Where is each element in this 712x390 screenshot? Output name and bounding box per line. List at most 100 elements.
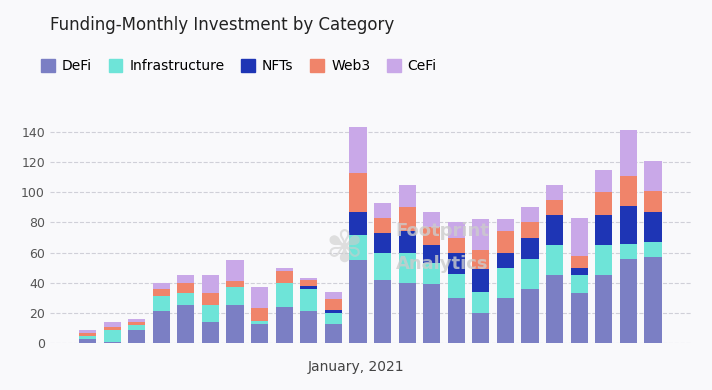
Bar [570, 268, 588, 275]
Bar [103, 342, 121, 343]
Bar [226, 281, 244, 287]
Bar [128, 325, 145, 330]
Bar [350, 260, 367, 343]
Bar [497, 253, 514, 268]
Bar [472, 313, 489, 343]
Bar [251, 287, 268, 308]
Bar [595, 215, 612, 245]
Legend: DeFi, Infrastructure, NFTs, Web3, CeFi: DeFi, Infrastructure, NFTs, Web3, CeFi [36, 54, 442, 79]
Bar [546, 215, 563, 245]
Bar [103, 326, 121, 330]
Bar [374, 233, 391, 253]
Bar [202, 305, 219, 322]
Bar [177, 283, 194, 293]
Bar [325, 313, 342, 324]
Bar [399, 283, 416, 343]
Bar [152, 289, 170, 296]
Bar [251, 324, 268, 343]
Bar [399, 207, 416, 232]
Bar [546, 275, 563, 343]
Bar [399, 185, 416, 207]
Bar [521, 238, 538, 259]
Text: Analytics: Analytics [396, 255, 488, 273]
Bar [276, 283, 293, 307]
Bar [350, 234, 367, 260]
Bar [521, 289, 538, 343]
Bar [497, 298, 514, 343]
Bar [300, 280, 318, 286]
Bar [374, 280, 391, 343]
Bar [497, 268, 514, 298]
Bar [226, 305, 244, 343]
Bar [472, 250, 489, 269]
Bar [423, 263, 440, 284]
Bar [546, 245, 563, 275]
Bar [497, 220, 514, 232]
Bar [374, 218, 391, 233]
Bar [570, 255, 588, 268]
Bar [79, 336, 96, 339]
Bar [399, 253, 416, 283]
Bar [276, 268, 293, 271]
Bar [619, 130, 637, 176]
Bar [619, 244, 637, 259]
Bar [570, 275, 588, 293]
Bar [202, 293, 219, 305]
Bar [202, 275, 219, 293]
Bar [300, 278, 318, 280]
Bar [644, 257, 661, 343]
Bar [152, 283, 170, 289]
Bar [619, 206, 637, 244]
Bar [79, 330, 96, 333]
Bar [79, 339, 96, 343]
Bar [202, 322, 219, 343]
Bar [644, 212, 661, 242]
Bar [79, 333, 96, 336]
Bar [595, 245, 612, 275]
Bar [350, 212, 367, 234]
Bar [521, 222, 538, 238]
Bar [619, 176, 637, 206]
Bar [152, 296, 170, 312]
Bar [644, 242, 661, 257]
Text: Footprint: Footprint [396, 222, 490, 240]
Bar [128, 319, 145, 322]
Bar [595, 275, 612, 343]
Bar [177, 305, 194, 343]
Bar [128, 330, 145, 343]
Bar [128, 322, 145, 325]
Bar [399, 232, 416, 253]
Bar [423, 284, 440, 343]
Text: ✾: ✾ [326, 228, 363, 271]
Bar [226, 260, 244, 281]
Bar [570, 218, 588, 255]
Bar [325, 310, 342, 313]
Bar [546, 185, 563, 200]
Bar [177, 293, 194, 305]
Bar [546, 200, 563, 215]
Bar [103, 322, 121, 326]
Bar [325, 300, 342, 310]
Bar [152, 312, 170, 343]
Bar [472, 292, 489, 313]
Bar [276, 307, 293, 343]
Bar [448, 222, 465, 238]
Bar [595, 192, 612, 215]
Bar [300, 286, 318, 289]
Bar [521, 259, 538, 289]
Bar [374, 203, 391, 218]
Bar [423, 227, 440, 245]
Bar [325, 324, 342, 343]
Bar [595, 170, 612, 192]
Bar [619, 259, 637, 343]
Bar [472, 269, 489, 292]
Bar [350, 127, 367, 173]
Bar [374, 253, 391, 280]
Bar [448, 298, 465, 343]
Bar [226, 287, 244, 305]
Bar [300, 312, 318, 343]
Bar [521, 207, 538, 222]
Bar [644, 191, 661, 212]
Bar [423, 245, 440, 263]
Bar [276, 271, 293, 283]
